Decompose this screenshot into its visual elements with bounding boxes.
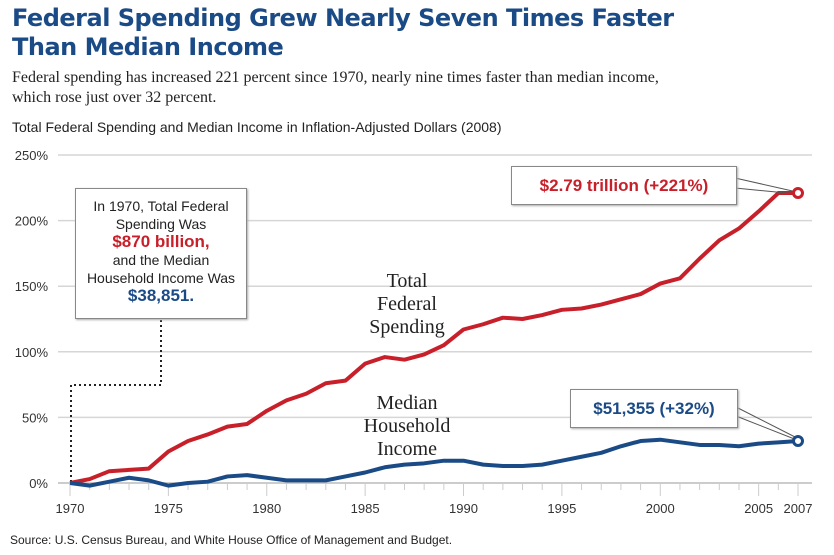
spending-end-label: $2.79 trillion (+221%) — [511, 166, 737, 205]
note-text: and the Median — [112, 252, 210, 268]
series-label: Total — [387, 270, 428, 292]
x-tick-label: 1990 — [449, 501, 478, 516]
income-callout-line — [735, 406, 798, 439]
note-spending-value: $870 billion, — [112, 232, 210, 251]
income-end-label: $51,355 (+32%) — [570, 389, 738, 428]
end-point-marker — [792, 187, 804, 200]
end-point-marker — [792, 435, 804, 448]
x-tick-label: 1995 — [547, 501, 576, 516]
subtitle-line-2: which rose just over 32 percent. — [12, 89, 217, 106]
note-income-value: $38,851. — [127, 286, 195, 305]
spending-callout-line — [734, 187, 798, 195]
x-tick-label: 1980 — [252, 501, 281, 516]
y-tick-label: 250% — [15, 148, 49, 163]
income-callout-line — [735, 415, 798, 441]
spending-line — [69, 191, 798, 485]
subtitle: Federal spending has increased 221 perce… — [12, 68, 812, 108]
title-line-2: Than Median Income — [12, 33, 284, 61]
note-text: Spending Was — [115, 216, 207, 232]
y-tick-label: 0% — [29, 476, 48, 491]
annotation-leader-line — [70, 320, 162, 483]
x-tick-label: 2005 — [744, 501, 773, 516]
series-label: Spending — [369, 316, 445, 338]
subtitle-line-1: Federal spending has increased 221 perce… — [12, 69, 659, 86]
page-title: Federal Spending Grew Nearly Seven Times… — [12, 4, 674, 62]
series-label: Household — [364, 415, 451, 437]
x-tick-label: 1975 — [154, 501, 183, 516]
title-line-1: Federal Spending Grew Nearly Seven Times… — [12, 4, 674, 32]
y-tick-label: 150% — [15, 279, 49, 294]
series-label: Federal — [377, 293, 437, 315]
x-tick-label: 1985 — [351, 501, 380, 516]
x-tick-label: 2000 — [646, 501, 675, 516]
note-text: Household Income Was — [86, 270, 236, 286]
spending-callout-line — [734, 177, 798, 193]
series-label: Median — [376, 392, 437, 414]
y-tick-label: 200% — [15, 214, 49, 229]
x-tick-label: 1970 — [56, 501, 85, 516]
chart-title: Total Federal Spending and Median Income… — [12, 119, 502, 135]
annotation-box-1970: In 1970, Total Federal Spending Was $870… — [75, 188, 247, 319]
series-label: Income — [377, 438, 437, 460]
source-note: Source: U.S. Census Bureau, and White Ho… — [10, 533, 453, 547]
y-tick-label: 50% — [22, 410, 48, 425]
note-text: In 1970, Total Federal — [93, 198, 229, 214]
income-line — [69, 437, 799, 488]
y-tick-label: 100% — [15, 345, 49, 360]
x-tick-label: 2007 — [784, 501, 813, 516]
